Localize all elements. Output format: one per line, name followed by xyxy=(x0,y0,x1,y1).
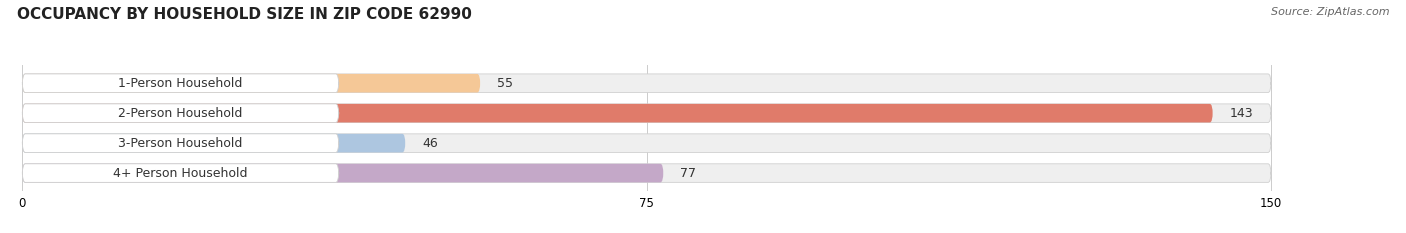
Text: Source: ZipAtlas.com: Source: ZipAtlas.com xyxy=(1271,7,1389,17)
Text: 77: 77 xyxy=(681,167,696,180)
FancyBboxPatch shape xyxy=(22,74,1271,93)
FancyBboxPatch shape xyxy=(22,134,1271,152)
FancyBboxPatch shape xyxy=(22,74,481,93)
Text: 55: 55 xyxy=(496,77,513,90)
Text: 46: 46 xyxy=(422,137,437,150)
Text: OCCUPANCY BY HOUSEHOLD SIZE IN ZIP CODE 62990: OCCUPANCY BY HOUSEHOLD SIZE IN ZIP CODE … xyxy=(17,7,472,22)
FancyBboxPatch shape xyxy=(22,134,405,152)
Text: 143: 143 xyxy=(1229,107,1253,120)
Text: 2-Person Household: 2-Person Household xyxy=(118,107,243,120)
FancyBboxPatch shape xyxy=(22,164,1271,182)
FancyBboxPatch shape xyxy=(22,134,339,152)
FancyBboxPatch shape xyxy=(22,104,1271,123)
Text: 4+ Person Household: 4+ Person Household xyxy=(114,167,247,180)
FancyBboxPatch shape xyxy=(22,164,339,182)
FancyBboxPatch shape xyxy=(22,104,339,123)
Text: 1-Person Household: 1-Person Household xyxy=(118,77,243,90)
Text: 3-Person Household: 3-Person Household xyxy=(118,137,243,150)
FancyBboxPatch shape xyxy=(22,104,1213,123)
FancyBboxPatch shape xyxy=(22,74,339,93)
FancyBboxPatch shape xyxy=(22,164,664,182)
